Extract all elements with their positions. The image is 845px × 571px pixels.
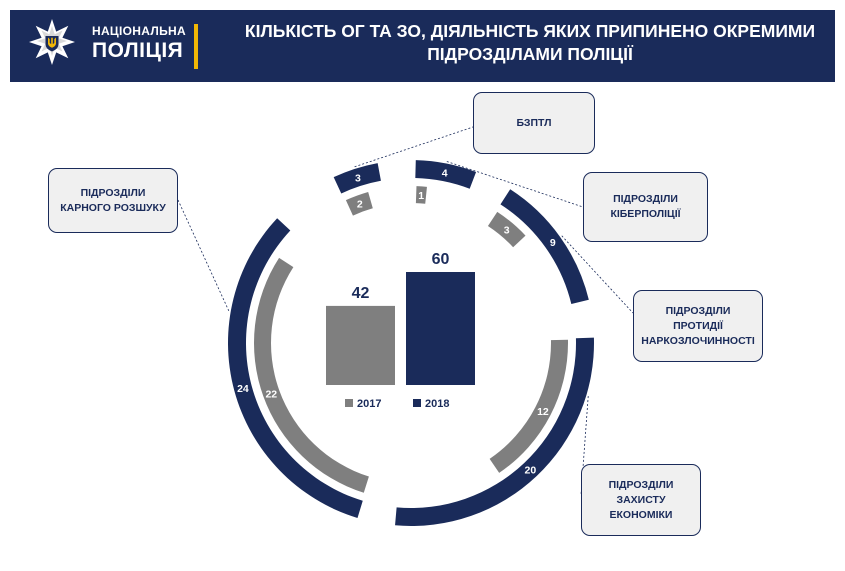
segment-2018-підрозділи-кіберполіції [415,160,477,189]
segment-2017-бзптл [345,191,373,216]
segment-2017-підрозділи-протидії-наркозлочинності [487,211,526,248]
segment-2018-підрозділи-протидії-наркозлочинності [500,189,589,305]
bar-value-2017: 42 [352,285,370,302]
data-label-2018-підрозділи-карного-розшуку: 24 [237,383,249,395]
bar-2018 [406,272,475,385]
bar-value-2018: 60 [432,251,450,268]
legend-label-2018: 2018 [425,398,449,410]
callout-підрозділи-протидії-наркозлочинності: ПІДРОЗДІЛИ ПРОТИДІЇ НАРКОЗЛОЧИННОСТІ [633,290,763,362]
data-label-2017-бзптл: 2 [357,199,363,211]
callout-підрозділи-карного-розшуку: ПІДРОЗДІЛИ КАРНОГО РОЗШУКУ [48,168,178,233]
legend-label-2017: 2017 [357,398,381,410]
callout-підрозділи-кіберполіції: ПІДРОЗДІЛИ КІБЕРПОЛІЦІЇ [583,172,708,242]
data-label-2018-бзптл: 3 [355,172,361,184]
segment-2018-підрозділи-захисту-економіки [395,337,595,526]
segment-2017-підрозділи-карного-розшуку [253,257,369,493]
data-label-2018-підрозділи-захисту-економіки: 20 [525,465,537,477]
segment-2017-підрозділи-захисту-економіки [489,339,568,473]
callout-бзптл: БЗПТЛ [473,92,595,154]
connector-підрозділи-протидії-наркозлочинності [561,235,634,314]
bar-2017 [326,305,395,385]
callout-підрозділи-захисту-економіки: ПІДРОЗДІЛИ ЗАХИСТУ ЕКОНОМІКИ [581,464,701,536]
data-label-2018-підрозділи-кіберполіції: 4 [442,167,448,179]
page-title: КІЛЬКІСТЬ ОГ ТА ЗО, ДІЯЛЬНІСТЬ ЯКИХ ПРИП… [244,21,816,64]
data-label-2017-підрозділи-карного-розшуку: 22 [265,388,277,400]
segment-2017-підрозділи-кіберполіції [415,186,427,204]
connector-підрозділи-карного-розшуку [177,199,230,312]
segment-2018-підрозділи-карного-розшуку [228,218,363,519]
data-label-2017-підрозділи-протидії-наркозлочинності: 3 [504,224,510,236]
police-star-badge-icon [29,19,75,65]
logo-line-2: ПОЛІЦІЯ [92,39,184,62]
data-label-2017-підрозділи-кіберполіції: 1 [418,190,424,202]
logo-divider [194,24,198,69]
data-label-2017-підрозділи-захисту-економіки: 12 [537,406,549,418]
legend-swatch-2018 [413,399,421,407]
data-label-2018-підрозділи-протидії-наркозлочинності: 9 [550,237,556,249]
segment-2018-бзптл [333,163,381,194]
header-banner: НАЦІОНАЛЬНА ПОЛІЦІЯ КІЛЬКІСТЬ ОГ ТА ЗО, … [10,10,835,82]
legend-swatch-2017 [345,399,353,407]
connector-підрозділи-захисту-економіки [580,396,589,496]
connector-бзптл [354,125,477,168]
police-logo-text: НАЦІОНАЛЬНА ПОЛІЦІЯ [92,24,186,63]
logo-line-1: НАЦІОНАЛЬНА [92,24,186,38]
